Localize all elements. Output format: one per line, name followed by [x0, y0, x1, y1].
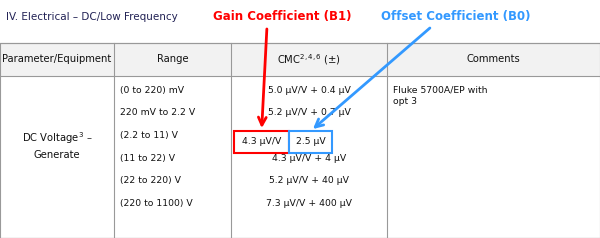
- Text: CMC$^{2, 4, 6}$ (±): CMC$^{2, 4, 6}$ (±): [277, 52, 341, 67]
- Text: DC Voltage$^3$ –
Generate: DC Voltage$^3$ – Generate: [22, 130, 92, 160]
- Text: (0 to 220) mV: (0 to 220) mV: [120, 86, 184, 95]
- Bar: [234, 131, 289, 153]
- Text: 220 mV to 2.2 V: 220 mV to 2.2 V: [120, 108, 195, 117]
- Text: 4.3 μV/V + 4 μV: 4.3 μV/V + 4 μV: [272, 154, 346, 163]
- Bar: [289, 131, 332, 153]
- Text: 4.3 μV/V: 4.3 μV/V: [242, 138, 281, 146]
- Text: (11 to 22) V: (11 to 22) V: [120, 154, 175, 163]
- Text: 5.2 μV/V + 40 μV: 5.2 μV/V + 40 μV: [269, 176, 349, 185]
- Text: 2.5 μV: 2.5 μV: [296, 138, 326, 146]
- Text: Range: Range: [157, 55, 188, 64]
- Text: 5.0 μV/V + 0.4 μV: 5.0 μV/V + 0.4 μV: [268, 86, 350, 95]
- Text: IV. Electrical – DC/Low Frequency: IV. Electrical – DC/Low Frequency: [6, 12, 178, 22]
- Text: Gain Coefficient (B1): Gain Coefficient (B1): [213, 10, 352, 23]
- Text: Offset Coefficient (B0): Offset Coefficient (B0): [381, 10, 530, 23]
- Text: Parameter/Equipment: Parameter/Equipment: [2, 55, 112, 64]
- Text: (220 to 1100) V: (220 to 1100) V: [120, 199, 193, 208]
- Text: 5.2 μV/V + 0.7 μV: 5.2 μV/V + 0.7 μV: [268, 108, 350, 117]
- Text: Comments: Comments: [467, 55, 520, 64]
- Text: Fluke 5700A/EP with
opt 3: Fluke 5700A/EP with opt 3: [393, 86, 487, 106]
- Text: (22 to 220) V: (22 to 220) V: [120, 176, 181, 185]
- Bar: [0, 43, 600, 238]
- Text: 7.3 μV/V + 400 μV: 7.3 μV/V + 400 μV: [266, 199, 352, 208]
- Text: (2.2 to 11) V: (2.2 to 11) V: [120, 131, 178, 140]
- Bar: [0, 43, 600, 76]
